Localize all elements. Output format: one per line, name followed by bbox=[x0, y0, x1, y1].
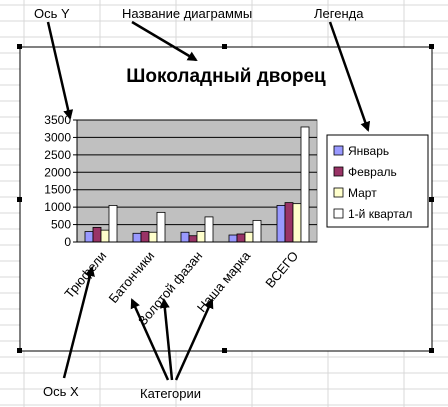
bar[interactable] bbox=[276, 204, 286, 243]
callout-x-axis: Ось X bbox=[43, 384, 79, 399]
y-tick-label: 2000 bbox=[44, 165, 71, 179]
legend-box[interactable] bbox=[326, 134, 429, 228]
bar[interactable] bbox=[92, 226, 102, 243]
chart-title: Шоколадный дворец bbox=[126, 66, 326, 87]
legend-swatch bbox=[333, 166, 344, 177]
bar[interactable] bbox=[252, 219, 262, 243]
y-tick-labels: 0 500 1000 1500 2000 2500 3000 3500 bbox=[44, 113, 77, 249]
legend-swatch bbox=[333, 187, 344, 198]
arrow-chart-title bbox=[131, 20, 198, 62]
arrow-category-2 bbox=[159, 298, 174, 381]
bar[interactable] bbox=[236, 233, 246, 243]
bar[interactable] bbox=[180, 231, 190, 243]
y-tick-label: 3500 bbox=[44, 113, 71, 127]
bar[interactable] bbox=[196, 231, 206, 243]
legend-entry: Февраль bbox=[348, 165, 397, 179]
bar[interactable] bbox=[148, 231, 158, 243]
y-tick-label: 0 bbox=[64, 235, 71, 249]
callout-categories: Категории bbox=[140, 386, 201, 401]
bar[interactable] bbox=[156, 211, 166, 243]
bar[interactable] bbox=[228, 234, 238, 243]
arrow-y-axis bbox=[46, 21, 74, 120]
bar[interactable] bbox=[108, 204, 118, 243]
y-tick-label: 2500 bbox=[44, 148, 71, 162]
bar[interactable] bbox=[84, 231, 94, 243]
bar[interactable] bbox=[140, 231, 150, 243]
arrow-category-1 bbox=[130, 298, 170, 381]
bar[interactable] bbox=[132, 232, 142, 243]
bar[interactable] bbox=[284, 202, 294, 243]
legend-entry: Январь bbox=[348, 144, 389, 158]
y-tick-label: 500 bbox=[51, 218, 71, 232]
bar[interactable] bbox=[188, 235, 198, 243]
arrow-category-3 bbox=[174, 298, 214, 381]
callout-legend: Легенда bbox=[314, 6, 364, 21]
y-tick-label: 1500 bbox=[44, 183, 71, 197]
callout-chart-title: Название диаграммы bbox=[122, 6, 252, 21]
legend: Январь Февраль Март 1-й квартал bbox=[333, 144, 412, 221]
legend-entry: 1-й квартал bbox=[348, 207, 412, 221]
selection-handles[interactable] bbox=[17, 44, 434, 353]
arrow-legend bbox=[328, 21, 371, 132]
y-tick-label: 1000 bbox=[44, 200, 71, 214]
bar[interactable] bbox=[300, 126, 310, 243]
bar[interactable] bbox=[100, 229, 110, 243]
arrow-x-axis bbox=[62, 266, 95, 379]
bar[interactable] bbox=[204, 216, 214, 243]
y-tick-label: 3000 bbox=[44, 130, 71, 144]
legend-swatch bbox=[333, 145, 344, 156]
legend-entry: Март bbox=[348, 186, 377, 200]
callout-arrows bbox=[46, 20, 371, 381]
legend-swatch bbox=[333, 208, 344, 219]
callout-y-axis: Ось Y bbox=[34, 6, 70, 21]
bar[interactable] bbox=[292, 203, 302, 243]
bar[interactable] bbox=[244, 231, 254, 243]
